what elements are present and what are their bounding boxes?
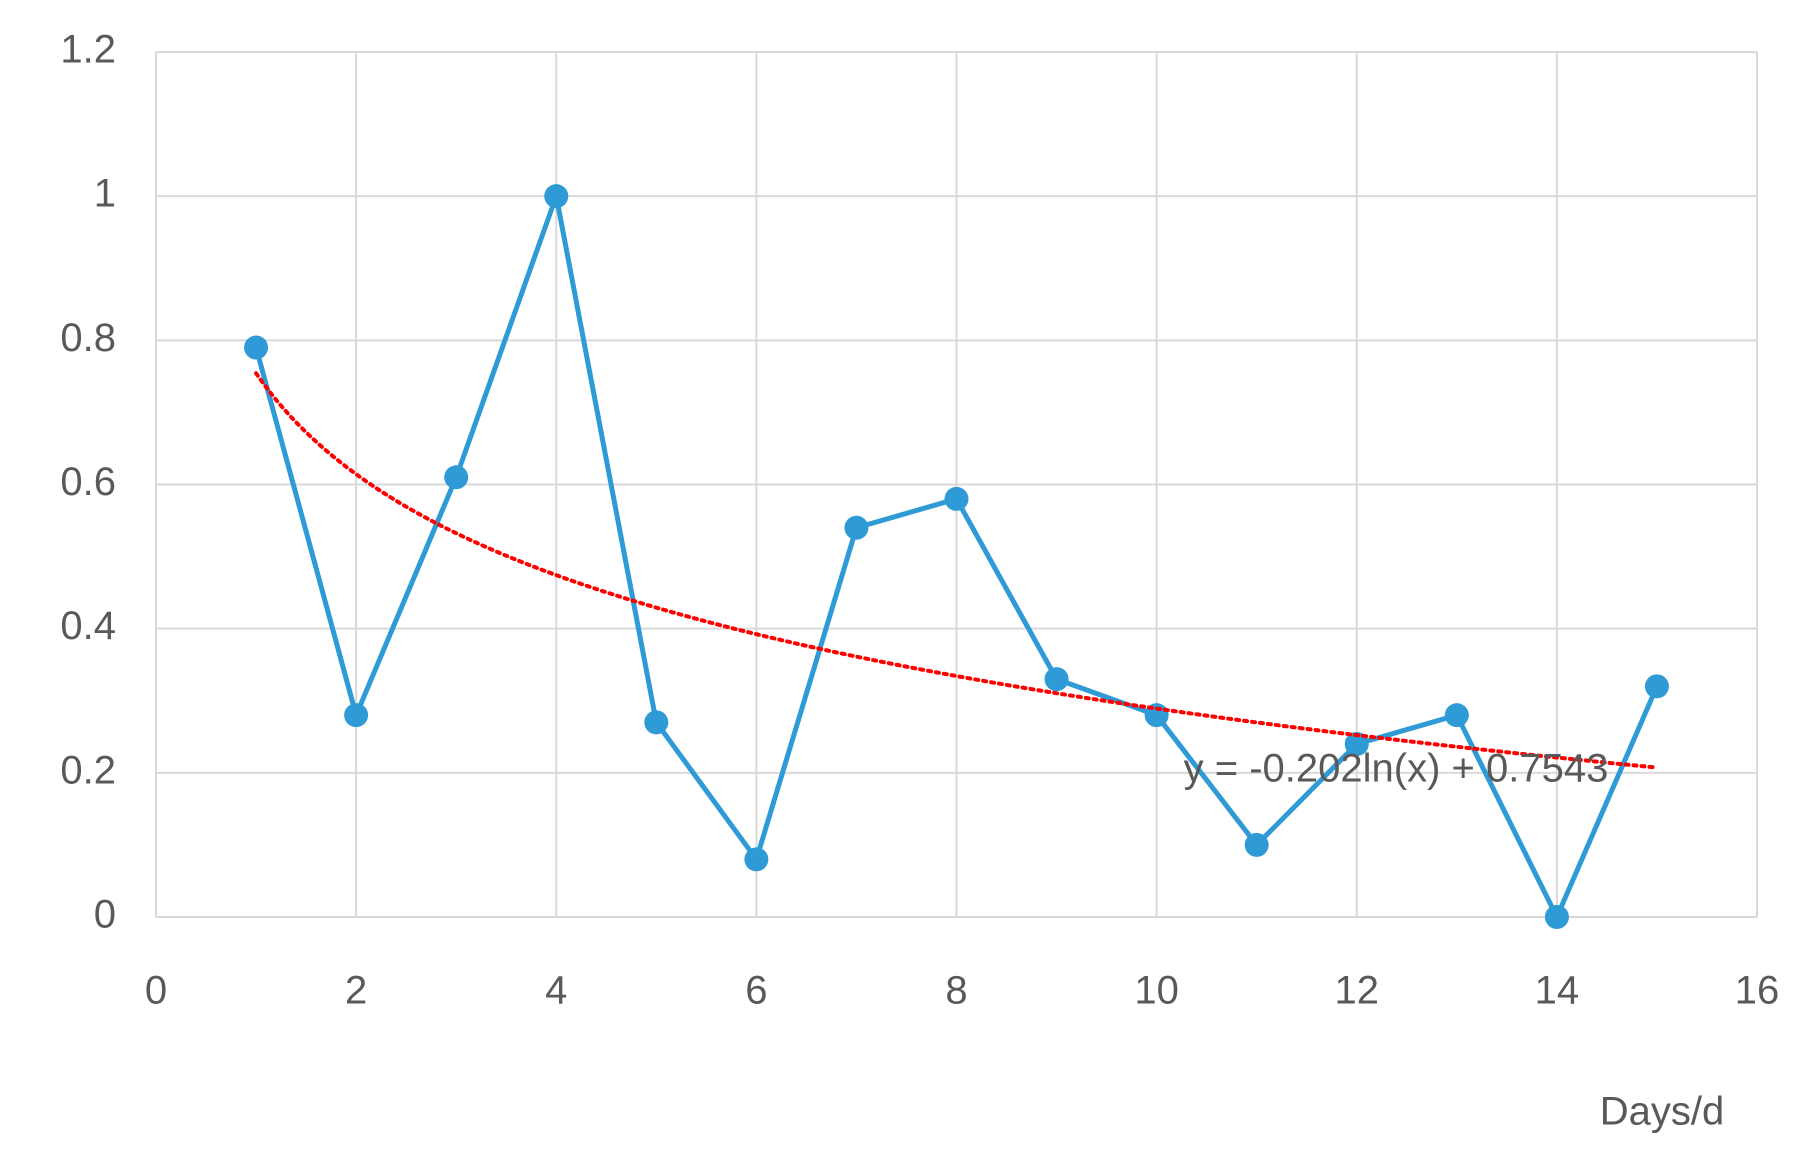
data-point: [344, 703, 369, 728]
data-point: [1644, 674, 1669, 699]
trendline-equation: y = -0.202ln(x) + 0.7543: [1184, 747, 1609, 791]
data-point: [244, 335, 269, 360]
data-point: [744, 847, 769, 872]
y-tick-label: 1.2: [60, 28, 116, 72]
y-tick-label: 1: [94, 172, 116, 216]
data-point: [844, 515, 869, 540]
x-tick-label: 10: [1134, 969, 1179, 1013]
y-tick-label: 0.6: [60, 460, 116, 504]
data-point: [1344, 732, 1369, 756]
x-tick-label: 14: [1535, 969, 1580, 1013]
trendline: [254, 371, 1659, 770]
x-tick-label: 0: [145, 969, 167, 1013]
x-tick-label: 8: [945, 969, 967, 1013]
x-tick-label: 2: [345, 969, 367, 1013]
y-tick-label: 0: [94, 893, 116, 937]
data-point: [1444, 703, 1469, 728]
data-point: [644, 710, 669, 735]
y-tick-label: 0.4: [60, 604, 116, 648]
x-tick-label: 4: [545, 969, 567, 1013]
data-point: [1244, 832, 1269, 857]
x-axis-title: Days/d: [1600, 1090, 1725, 1134]
x-tick-label: 12: [1335, 969, 1380, 1013]
data-point: [444, 465, 469, 490]
x-tick-label: 16: [1735, 969, 1780, 1013]
data-point: [944, 486, 969, 511]
data-point: [1044, 667, 1069, 692]
y-tick-label: 0.2: [60, 748, 116, 792]
data-point: [1544, 905, 1569, 929]
y-tick-label: 0.8: [60, 316, 116, 360]
data-point: [544, 184, 569, 209]
x-tick-label: 6: [745, 969, 767, 1013]
